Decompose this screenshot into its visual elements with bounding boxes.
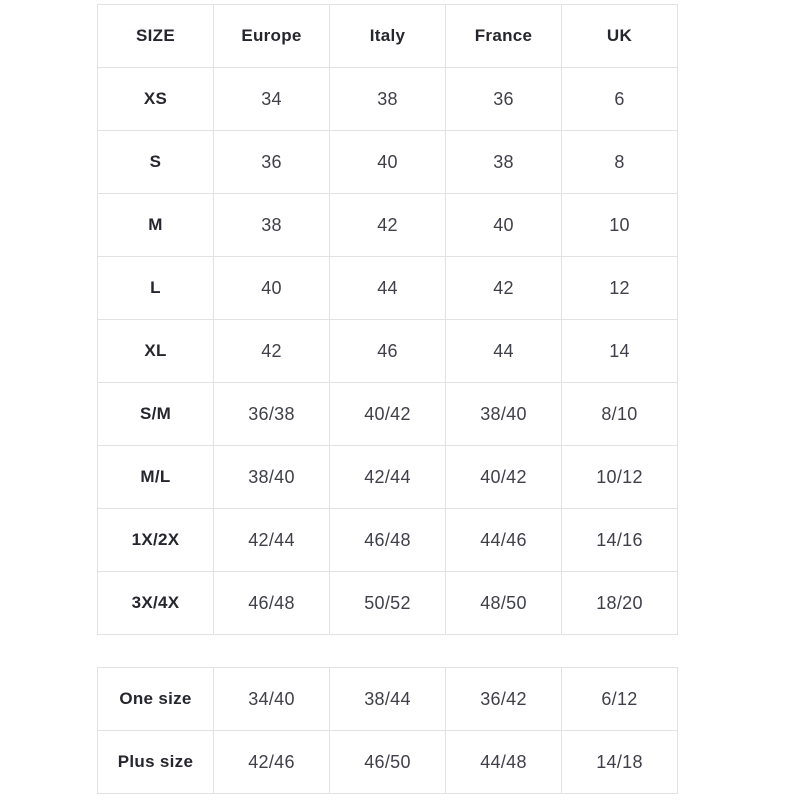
- cell-one-size-france: 36/42: [445, 667, 562, 731]
- table-row-plus-size: Plus size 42/46 46/50 44/48 14/18: [97, 730, 678, 794]
- cell-s-uk: 8: [561, 130, 678, 194]
- cell-m-italy: 42: [329, 193, 446, 257]
- column-header-europe: Europe: [213, 4, 330, 68]
- table-row-ml: M/L 38/40 42/44 40/42 10/12: [97, 445, 678, 509]
- cell-sm-uk: 8/10: [561, 382, 678, 446]
- size-chart-container: SIZE Europe Italy France UK XS 34 38 36 …: [97, 4, 678, 794]
- cell-ml-italy: 42/44: [329, 445, 446, 509]
- column-header-uk: UK: [561, 4, 678, 68]
- cell-s-europe: 36: [213, 130, 330, 194]
- cell-plus-size-france: 44/48: [445, 730, 562, 794]
- cell-xl-italy: 46: [329, 319, 446, 383]
- cell-sm-italy: 40/42: [329, 382, 446, 446]
- table-row-sm: S/M 36/38 40/42 38/40 8/10: [97, 382, 678, 446]
- cell-3x4x-europe: 46/48: [213, 571, 330, 635]
- cell-1x2x-europe: 42/44: [213, 508, 330, 572]
- cell-ml-uk: 10/12: [561, 445, 678, 509]
- cell-1x2x-uk: 14/16: [561, 508, 678, 572]
- cell-m-europe: 38: [213, 193, 330, 257]
- table-row-xs: XS 34 38 36 6: [97, 67, 678, 131]
- table-row-m: M 38 42 40 10: [97, 193, 678, 257]
- cell-ml-europe: 38/40: [213, 445, 330, 509]
- row-label-m: M: [97, 193, 214, 257]
- cell-m-france: 40: [445, 193, 562, 257]
- row-label-s: S: [97, 130, 214, 194]
- cell-l-europe: 40: [213, 256, 330, 320]
- cell-1x2x-italy: 46/48: [329, 508, 446, 572]
- row-label-xl: XL: [97, 319, 214, 383]
- cell-xs-europe: 34: [213, 67, 330, 131]
- cell-xl-uk: 14: [561, 319, 678, 383]
- table-row-xl: XL 42 46 44 14: [97, 319, 678, 383]
- header-row: SIZE Europe Italy France UK: [97, 4, 678, 68]
- row-label-1x2x: 1X/2X: [97, 508, 214, 572]
- column-header-france: France: [445, 4, 562, 68]
- cell-xs-uk: 6: [561, 67, 678, 131]
- table-row-1x2x: 1X/2X 42/44 46/48 44/46 14/16: [97, 508, 678, 572]
- cell-one-size-italy: 38/44: [329, 667, 446, 731]
- cell-one-size-europe: 34/40: [213, 667, 330, 731]
- row-label-sm: S/M: [97, 382, 214, 446]
- cell-s-italy: 40: [329, 130, 446, 194]
- row-label-plus-size: Plus size: [97, 730, 214, 794]
- cell-xl-europe: 42: [213, 319, 330, 383]
- cell-ml-france: 40/42: [445, 445, 562, 509]
- cell-xs-italy: 38: [329, 67, 446, 131]
- cell-3x4x-italy: 50/52: [329, 571, 446, 635]
- cell-3x4x-france: 48/50: [445, 571, 562, 635]
- special-sizes-table: One size 34/40 38/44 36/42 6/12 Plus siz…: [97, 667, 678, 794]
- cell-s-france: 38: [445, 130, 562, 194]
- cell-1x2x-france: 44/46: [445, 508, 562, 572]
- column-header-size: SIZE: [97, 4, 214, 68]
- cell-xl-france: 44: [445, 319, 562, 383]
- cell-l-uk: 12: [561, 256, 678, 320]
- column-header-italy: Italy: [329, 4, 446, 68]
- row-label-ml: M/L: [97, 445, 214, 509]
- size-conversion-table: SIZE Europe Italy France UK XS 34 38 36 …: [97, 4, 678, 635]
- table-row-3x4x: 3X/4X 46/48 50/52 48/50 18/20: [97, 571, 678, 635]
- cell-plus-size-uk: 14/18: [561, 730, 678, 794]
- cell-plus-size-europe: 42/46: [213, 730, 330, 794]
- cell-xs-france: 36: [445, 67, 562, 131]
- cell-l-france: 42: [445, 256, 562, 320]
- cell-sm-europe: 36/38: [213, 382, 330, 446]
- row-label-xs: XS: [97, 67, 214, 131]
- cell-one-size-uk: 6/12: [561, 667, 678, 731]
- table-row-one-size: One size 34/40 38/44 36/42 6/12: [97, 667, 678, 731]
- table-row-l: L 40 44 42 12: [97, 256, 678, 320]
- table-row-s: S 36 40 38 8: [97, 130, 678, 194]
- cell-m-uk: 10: [561, 193, 678, 257]
- cell-sm-france: 38/40: [445, 382, 562, 446]
- cell-plus-size-italy: 46/50: [329, 730, 446, 794]
- row-label-one-size: One size: [97, 667, 214, 731]
- cell-3x4x-uk: 18/20: [561, 571, 678, 635]
- cell-l-italy: 44: [329, 256, 446, 320]
- row-label-3x4x: 3X/4X: [97, 571, 214, 635]
- row-label-l: L: [97, 256, 214, 320]
